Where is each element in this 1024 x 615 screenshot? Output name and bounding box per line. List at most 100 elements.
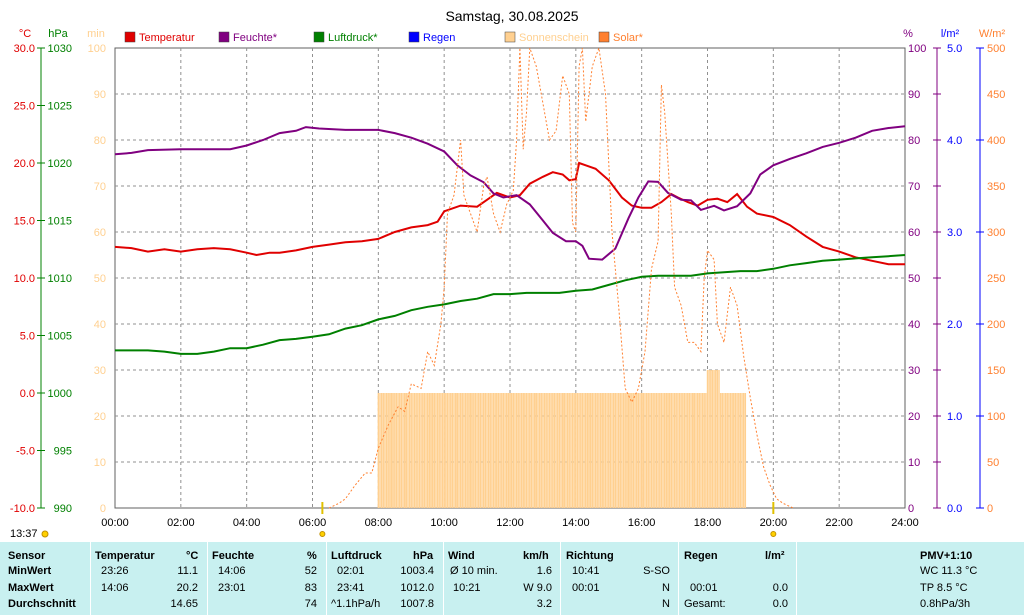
wind-time: 10:21 bbox=[453, 582, 481, 594]
tick-label-percent: 0 bbox=[908, 503, 914, 515]
tick-label-time: 14:00 bbox=[562, 517, 590, 529]
pressure-value: 1012.0 bbox=[400, 582, 434, 594]
pmv-value: WC 11.3 °C bbox=[920, 565, 978, 577]
pressure-value: 1003.4 bbox=[400, 565, 434, 577]
temperature-value: 11.1 bbox=[177, 565, 198, 577]
rain-value: 0.0 bbox=[772, 582, 788, 594]
tick-label-pressure: 1025 bbox=[48, 101, 72, 113]
header-temperature-unit: °C bbox=[186, 550, 199, 562]
weather-chart: °C hPa min% l/m² W/m² 30.0 25.0 20.0 15.0 10.0 5.0… bbox=[10, 8, 1005, 538]
humidity-time: 14:06 bbox=[218, 565, 246, 577]
pmv-value: TP 8.5 °C bbox=[920, 582, 968, 594]
table-row: MaxWert 14:06 20.2 23:01 83 23:41 1012.0… bbox=[0, 582, 1024, 596]
legend-swatch bbox=[313, 31, 325, 43]
series-line-solar bbox=[328, 47, 794, 509]
tick-label-time: 20:00 bbox=[760, 517, 788, 529]
tick-label-minutes: 90 bbox=[94, 89, 106, 101]
sunset-dot bbox=[770, 531, 777, 537]
tick-label-pressure: 1015 bbox=[48, 216, 72, 228]
tick-label-rain: 4.0 bbox=[947, 135, 962, 147]
humidity-value: 83 bbox=[304, 582, 317, 594]
chart-legend: Temperatur Feuchte* Luftdruck* Regen Sonnens… bbox=[124, 31, 644, 44]
tick-label-temperature: 20.0 bbox=[14, 158, 35, 170]
humidity-value: 74 bbox=[304, 598, 317, 610]
humidity-value: 52 bbox=[304, 565, 317, 577]
tick-label-minutes: 40 bbox=[94, 319, 106, 331]
tick-label-solar: 150 bbox=[987, 365, 1005, 377]
axis-unit-minutes: min bbox=[87, 28, 105, 40]
series-line-luftdruck bbox=[115, 254, 906, 355]
direction-value: S-SO bbox=[643, 565, 670, 577]
pressure-time: 23:41 bbox=[337, 582, 365, 594]
tick-label-time: 02:00 bbox=[167, 517, 195, 529]
legend-swatch bbox=[218, 31, 230, 43]
axis-unit-rain: l/m² bbox=[941, 28, 960, 40]
tick-label-pressure: 990 bbox=[54, 503, 72, 515]
series-line-temperatur bbox=[114, 161, 905, 266]
series-line-feuchte bbox=[114, 125, 906, 261]
table-header-row: Sensor Temperatur °C Feuchte % Luftdruck… bbox=[0, 550, 1024, 564]
header-wind: Wind bbox=[448, 550, 475, 562]
tick-label-rain: 2.0 bbox=[947, 319, 962, 331]
tick-label-rain: 1.0 bbox=[947, 411, 962, 423]
table-row: Durchschnitt 14.65 74 ^1.1hPa/h 1007.8 3… bbox=[0, 598, 1024, 612]
legend-label: Feuchte* bbox=[233, 32, 278, 44]
tick-label-time: 00:00 bbox=[101, 517, 129, 529]
tick-label-time: 24:00 bbox=[891, 517, 919, 529]
tick-label-temperature: -10.0 bbox=[10, 503, 35, 515]
header-pressure-unit: hPa bbox=[413, 550, 434, 562]
legend-swatch bbox=[408, 31, 420, 43]
temperature-time: 23:26 bbox=[101, 565, 129, 577]
tick-label-minutes: 100 bbox=[88, 43, 106, 55]
tick-label-time: 12:00 bbox=[496, 517, 524, 529]
table-row: MinWert 23:26 11.1 14:06 52 02:01 1003.4… bbox=[0, 565, 1024, 579]
tick-label-rain: 3.0 bbox=[947, 227, 962, 239]
humidity-time: 23:01 bbox=[218, 582, 246, 594]
tick-label-pressure: 1030 bbox=[48, 43, 72, 55]
header-sensor: Sensor bbox=[8, 550, 46, 562]
tick-label-temperature: 10.0 bbox=[14, 273, 35, 285]
tick-label-minutes: 20 bbox=[94, 411, 106, 423]
pmv-value: 0.8hPa/3h bbox=[920, 598, 971, 610]
tick-label-minutes: 80 bbox=[94, 135, 106, 147]
tick-label-time: 16:00 bbox=[628, 517, 656, 529]
tick-label-time: 22:00 bbox=[825, 517, 853, 529]
tick-label-minutes: 30 bbox=[94, 365, 106, 377]
row-label: MinWert bbox=[8, 565, 52, 577]
stats-table: Sensor Temperatur °C Feuchte % Luftdruck… bbox=[0, 542, 1024, 615]
tick-label-solar: 300 bbox=[987, 227, 1005, 239]
legend-swatch bbox=[504, 31, 516, 43]
tick-label-percent: 30 bbox=[908, 365, 920, 377]
tick-label-temperature: 30.0 bbox=[14, 43, 35, 55]
tick-label-time: 10:00 bbox=[430, 517, 458, 529]
tick-label-solar: 100 bbox=[987, 411, 1005, 423]
tick-label-percent: 50 bbox=[908, 273, 920, 285]
rain-total-label: Gesamt: bbox=[684, 598, 726, 610]
legend-label: Temperatur bbox=[139, 32, 195, 44]
legend-label: Solar* bbox=[613, 32, 644, 44]
tick-label-percent: 20 bbox=[908, 411, 920, 423]
tick-label-pressure: 995 bbox=[54, 446, 72, 458]
tick-label-pressure: 1000 bbox=[48, 388, 72, 400]
sunrise-dot bbox=[319, 531, 326, 537]
tick-label-minutes: 10 bbox=[94, 457, 106, 469]
direction-time: 00:01 bbox=[572, 582, 600, 594]
pressure-trend: ^1.1hPa/h bbox=[331, 598, 381, 610]
tick-label-temperature: 5.0 bbox=[20, 331, 35, 343]
tick-label-pressure: 1010 bbox=[48, 273, 72, 285]
wind-value: 3.2 bbox=[536, 598, 552, 610]
tick-label-solar: 250 bbox=[987, 273, 1005, 285]
header-humidity-unit: % bbox=[307, 550, 317, 562]
temperature-value: 20.2 bbox=[176, 582, 198, 594]
chart-axes: °C hPa min% l/m² W/m² 30.0 25.0 20.0 15.0 10.0 5.0… bbox=[10, 28, 1005, 538]
tick-label-percent: 60 bbox=[908, 227, 920, 239]
header-rain: Regen bbox=[684, 550, 718, 562]
legend-swatch bbox=[598, 31, 610, 43]
tick-label-temperature: -5.0 bbox=[16, 446, 35, 458]
direction-time: 10:41 bbox=[572, 565, 600, 577]
wind-value: W 9.0 bbox=[523, 582, 552, 594]
current-time-dot bbox=[41, 530, 49, 538]
tick-label-rain: 5.0 bbox=[947, 43, 962, 55]
tick-label-solar: 450 bbox=[987, 89, 1005, 101]
pressure-value: 1007.8 bbox=[400, 598, 434, 610]
